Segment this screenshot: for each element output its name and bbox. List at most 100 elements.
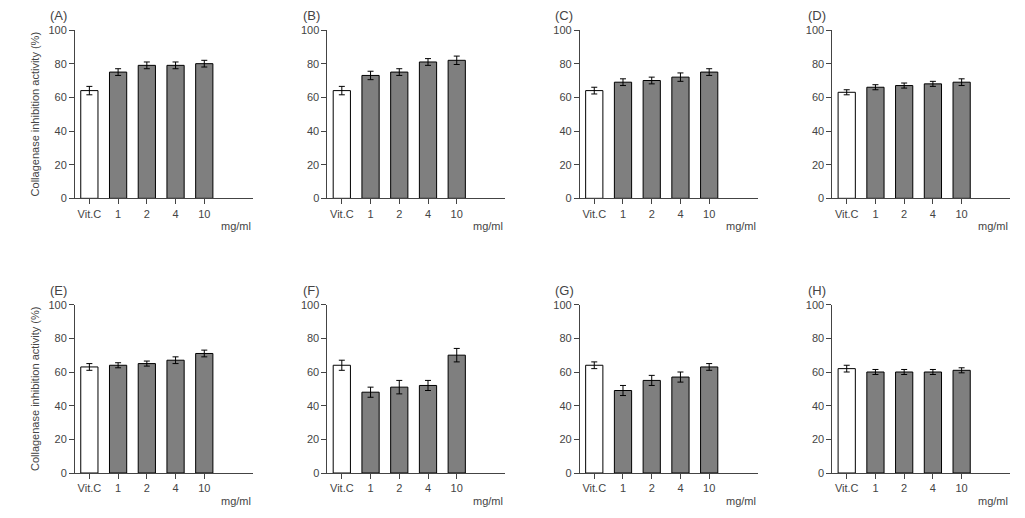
svg-text:4: 4 [930, 208, 936, 220]
svg-text:mg/ml: mg/ml [473, 220, 503, 232]
svg-text:20: 20 [812, 159, 824, 171]
svg-text:1: 1 [115, 208, 121, 220]
svg-text:40: 40 [307, 125, 319, 137]
svg-text:60: 60 [307, 91, 319, 103]
svg-text:10: 10 [198, 482, 210, 494]
svg-text:(F): (F) [303, 283, 320, 298]
svg-text:mg/ml: mg/ml [978, 220, 1008, 232]
svg-text:4: 4 [172, 208, 178, 220]
svg-text:0: 0 [61, 467, 67, 479]
svg-text:(C): (C) [555, 8, 573, 23]
svg-text:60: 60 [812, 91, 824, 103]
svg-text:2: 2 [144, 482, 150, 494]
svg-text:0: 0 [61, 192, 67, 204]
svg-text:4: 4 [930, 482, 936, 494]
svg-text:40: 40 [55, 400, 67, 412]
svg-text:20: 20 [307, 159, 319, 171]
svg-text:80: 80 [559, 332, 571, 344]
svg-text:100: 100 [553, 299, 571, 311]
svg-text:2: 2 [901, 208, 907, 220]
svg-text:mg/ml: mg/ml [726, 495, 756, 507]
svg-text:(H): (H) [808, 283, 826, 298]
svg-text:1: 1 [620, 482, 626, 494]
svg-text:(A): (A) [50, 8, 67, 23]
svg-text:2: 2 [901, 482, 907, 494]
svg-text:20: 20 [55, 159, 67, 171]
svg-text:80: 80 [55, 58, 67, 70]
svg-text:10: 10 [451, 208, 463, 220]
svg-text:10: 10 [956, 208, 968, 220]
svg-text:80: 80 [55, 332, 67, 344]
svg-text:20: 20 [559, 433, 571, 445]
svg-text:10: 10 [956, 482, 968, 494]
svg-text:mg/ml: mg/ml [221, 220, 251, 232]
svg-text:20: 20 [55, 433, 67, 445]
svg-text:20: 20 [812, 433, 824, 445]
svg-text:10: 10 [451, 482, 463, 494]
svg-text:4: 4 [677, 208, 683, 220]
svg-text:60: 60 [559, 91, 571, 103]
svg-text:1: 1 [367, 482, 373, 494]
svg-text:0: 0 [818, 467, 824, 479]
svg-text:20: 20 [307, 433, 319, 445]
svg-text:Vit.C: Vit.C [582, 482, 606, 494]
svg-text:100: 100 [301, 299, 319, 311]
svg-text:60: 60 [55, 91, 67, 103]
svg-text:mg/ml: mg/ml [221, 495, 251, 507]
svg-text:100: 100 [553, 24, 571, 36]
svg-text:mg/ml: mg/ml [473, 495, 503, 507]
svg-text:Collagenase inhibition activit: Collagenase inhibition activity (%) [29, 307, 41, 471]
svg-text:4: 4 [172, 482, 178, 494]
svg-text:40: 40 [55, 125, 67, 137]
svg-text:(B): (B) [303, 8, 320, 23]
svg-text:60: 60 [307, 366, 319, 378]
svg-text:80: 80 [812, 58, 824, 70]
svg-text:2: 2 [649, 208, 655, 220]
svg-text:60: 60 [55, 366, 67, 378]
svg-text:2: 2 [144, 208, 150, 220]
svg-text:0: 0 [566, 467, 572, 479]
svg-text:0: 0 [818, 192, 824, 204]
svg-text:2: 2 [396, 482, 402, 494]
svg-text:10: 10 [703, 208, 715, 220]
svg-text:60: 60 [812, 366, 824, 378]
svg-text:100: 100 [806, 24, 824, 36]
svg-text:100: 100 [48, 24, 66, 36]
svg-text:Vit.C: Vit.C [330, 208, 354, 220]
svg-text:80: 80 [307, 58, 319, 70]
svg-text:1: 1 [872, 208, 878, 220]
svg-text:0: 0 [566, 192, 572, 204]
svg-text:40: 40 [307, 400, 319, 412]
svg-text:40: 40 [559, 125, 571, 137]
svg-text:4: 4 [425, 208, 431, 220]
svg-text:(G): (G) [555, 283, 574, 298]
svg-text:80: 80 [307, 332, 319, 344]
svg-text:10: 10 [703, 482, 715, 494]
svg-text:Vit.C: Vit.C [582, 208, 606, 220]
svg-text:4: 4 [677, 482, 683, 494]
svg-text:4: 4 [425, 482, 431, 494]
svg-text:80: 80 [559, 58, 571, 70]
svg-text:40: 40 [812, 400, 824, 412]
svg-text:(D): (D) [808, 8, 826, 23]
svg-text:2: 2 [649, 482, 655, 494]
svg-text:10: 10 [198, 208, 210, 220]
svg-text:40: 40 [559, 400, 571, 412]
svg-text:0: 0 [313, 192, 319, 204]
svg-text:100: 100 [806, 299, 824, 311]
svg-text:0: 0 [313, 467, 319, 479]
svg-text:2: 2 [396, 208, 402, 220]
svg-text:Vit.C: Vit.C [78, 208, 102, 220]
svg-text:Vit.C: Vit.C [835, 482, 859, 494]
svg-text:20: 20 [559, 159, 571, 171]
svg-text:1: 1 [872, 482, 878, 494]
svg-text:mg/ml: mg/ml [978, 495, 1008, 507]
svg-text:60: 60 [559, 366, 571, 378]
svg-text:100: 100 [301, 24, 319, 36]
svg-text:1: 1 [367, 208, 373, 220]
svg-text:1: 1 [620, 208, 626, 220]
svg-text:Vit.C: Vit.C [330, 482, 354, 494]
svg-text:Collagenase inhibition activit: Collagenase inhibition activity (%) [29, 32, 41, 196]
svg-text:1: 1 [115, 482, 121, 494]
svg-text:(E): (E) [50, 283, 67, 298]
